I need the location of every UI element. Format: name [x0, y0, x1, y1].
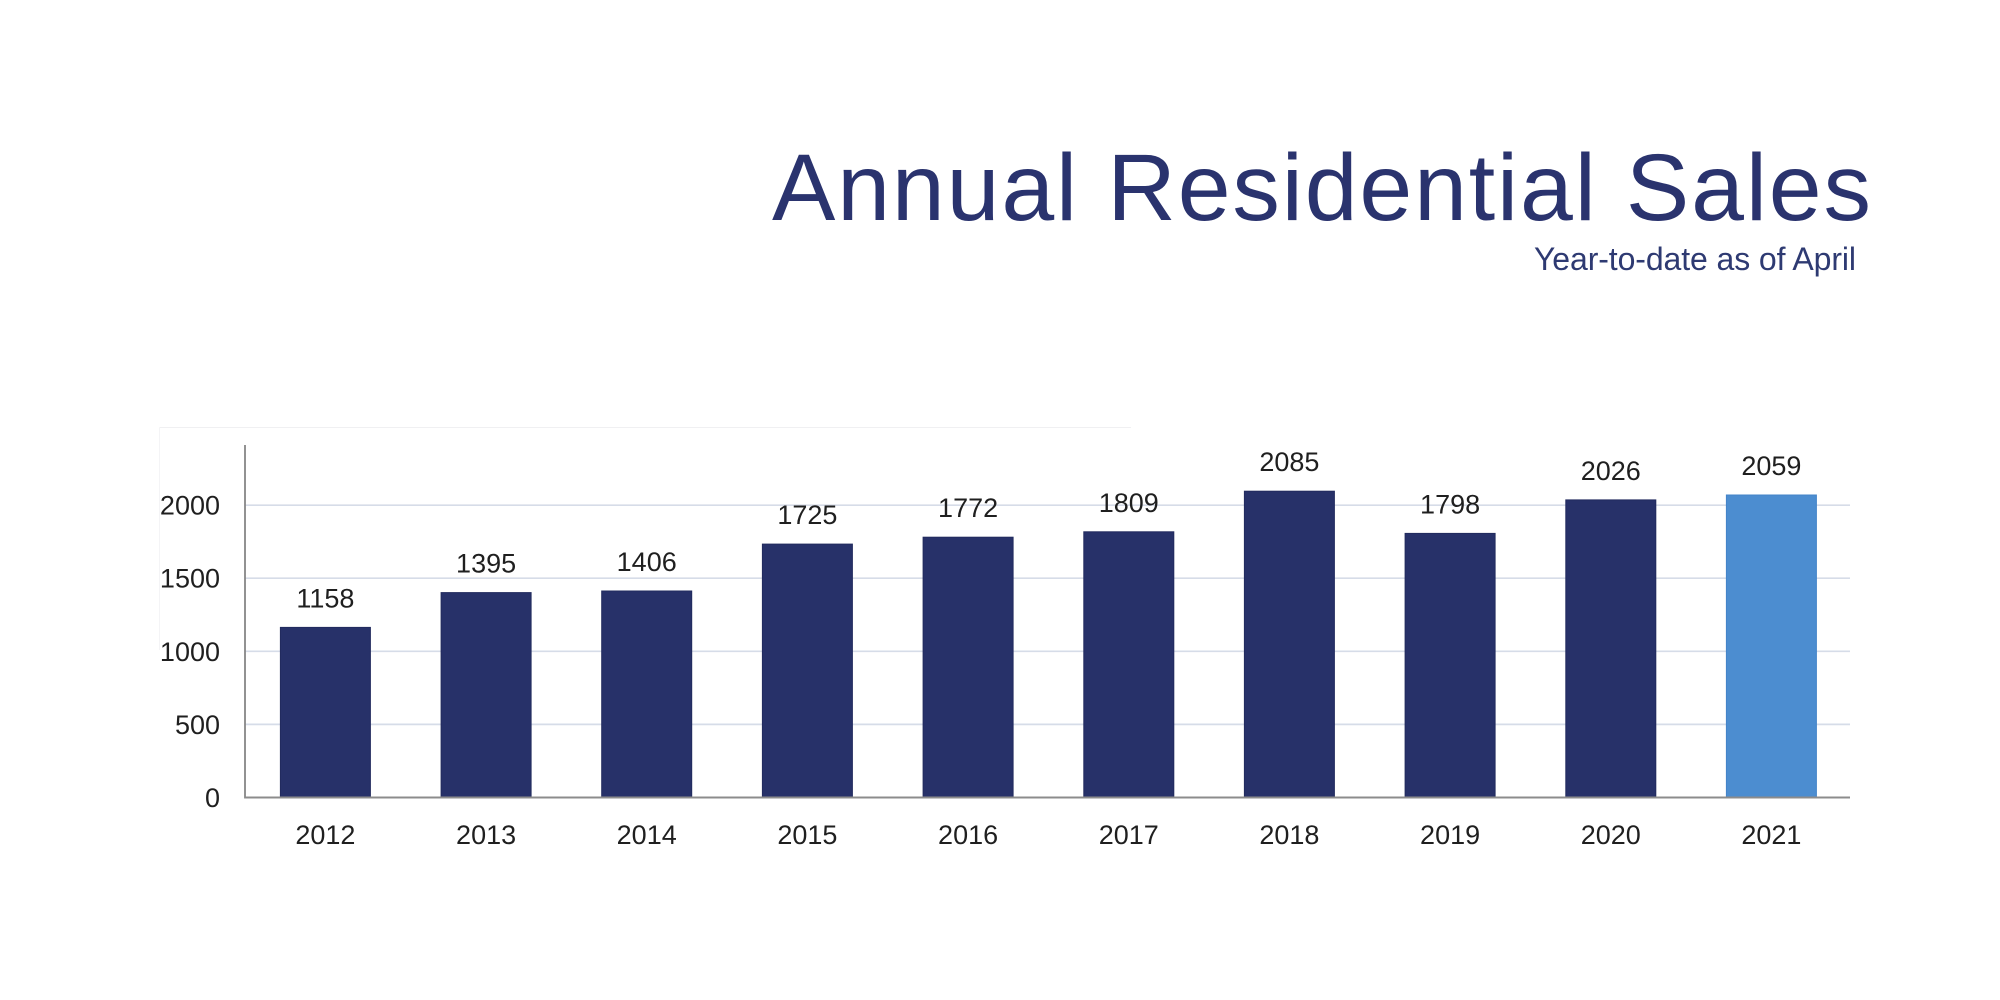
svg-text:2085: 2085 — [1259, 447, 1319, 477]
svg-text:500: 500 — [175, 710, 220, 740]
svg-text:1772: 1772 — [938, 493, 998, 523]
svg-text:2016: 2016 — [938, 820, 998, 850]
svg-text:1809: 1809 — [1099, 488, 1159, 518]
svg-text:1395: 1395 — [456, 549, 516, 579]
svg-text:2026: 2026 — [1581, 456, 1641, 486]
svg-text:1725: 1725 — [777, 500, 837, 530]
svg-text:2059: 2059 — [1741, 451, 1801, 481]
svg-text:1500: 1500 — [160, 564, 220, 594]
svg-text:2017: 2017 — [1099, 820, 1159, 850]
svg-text:2018: 2018 — [1259, 820, 1319, 850]
svg-text:1406: 1406 — [617, 547, 677, 577]
svg-text:2000: 2000 — [160, 491, 220, 521]
svg-text:2021: 2021 — [1741, 820, 1801, 850]
svg-text:Annual Residential Sales: Annual Residential Sales — [772, 135, 1871, 241]
svg-text:1158: 1158 — [296, 583, 354, 613]
svg-text:2014: 2014 — [617, 820, 677, 850]
svg-text:2019: 2019 — [1420, 820, 1480, 850]
svg-text:2015: 2015 — [777, 820, 837, 850]
svg-text:0: 0 — [205, 783, 220, 813]
svg-text:1000: 1000 — [160, 637, 220, 667]
svg-text:2020: 2020 — [1581, 820, 1641, 850]
svg-text:2012: 2012 — [295, 820, 355, 850]
svg-text:2013: 2013 — [456, 820, 516, 850]
svg-text:1798: 1798 — [1420, 489, 1480, 519]
svg-text:Year-to-date as of April: Year-to-date as of April — [1534, 241, 1856, 277]
